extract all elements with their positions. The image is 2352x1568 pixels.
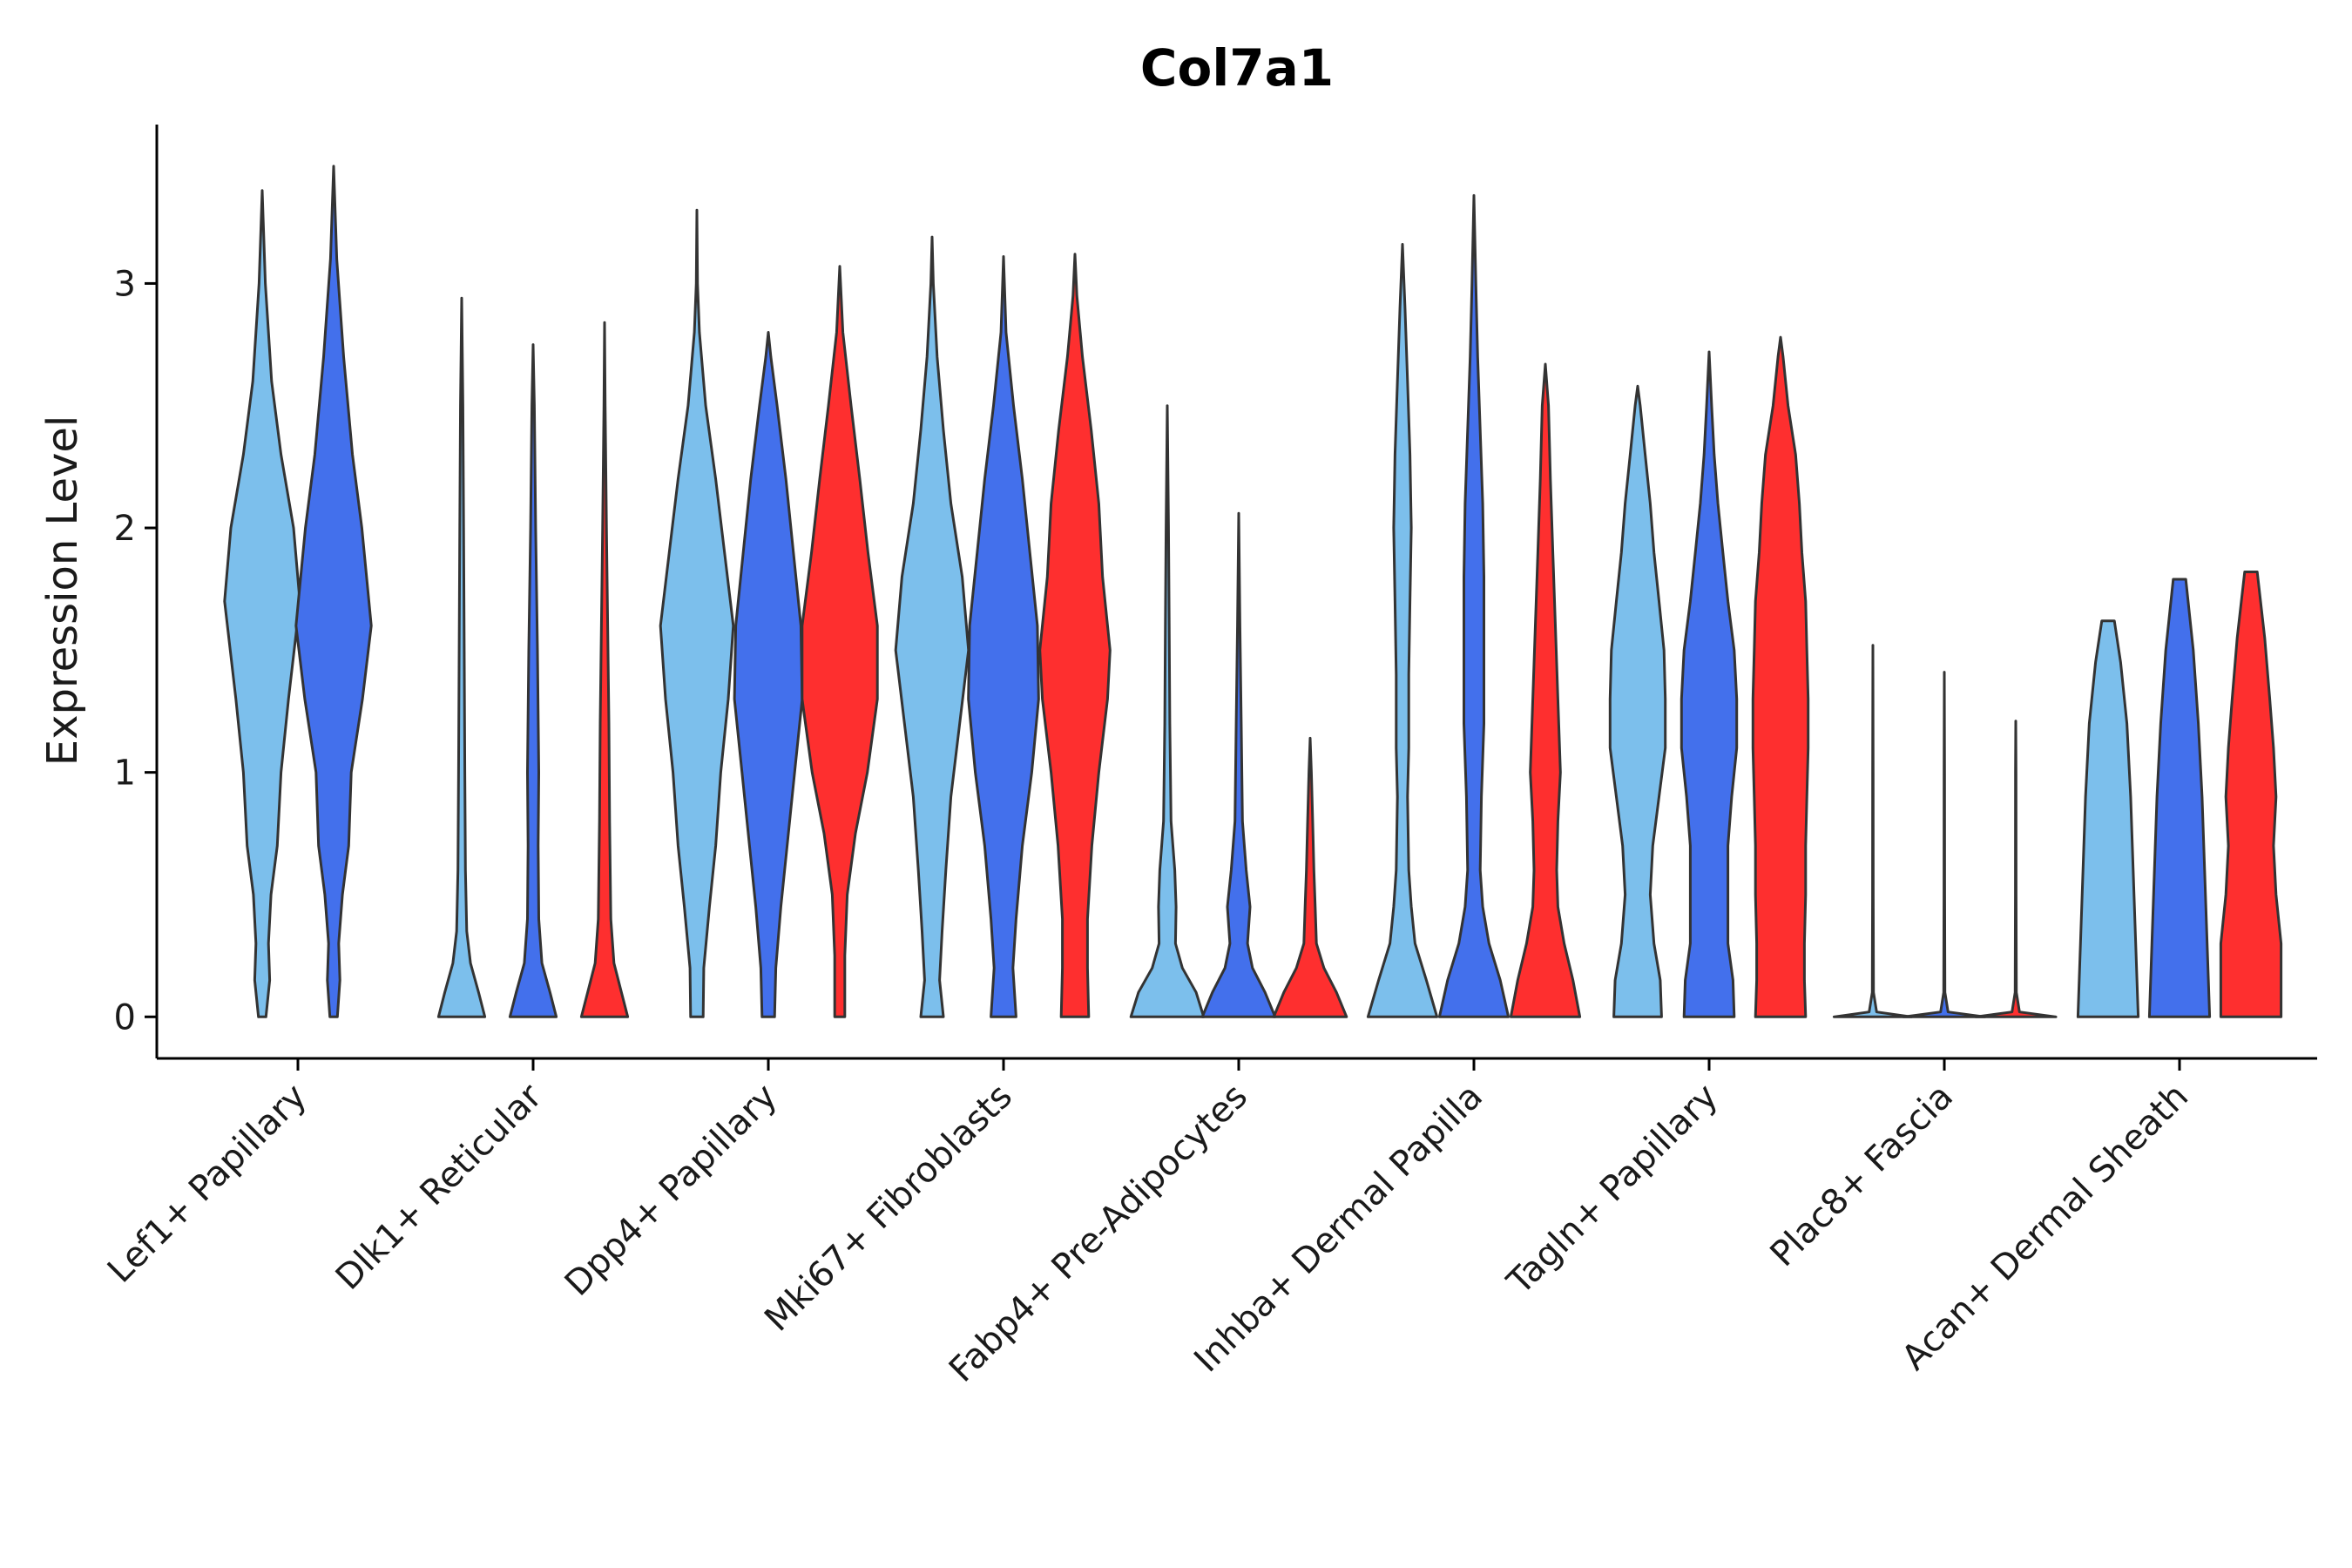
- violin-9-group-2: [2147, 578, 2212, 1018]
- violin-1-group-2: [294, 165, 373, 1018]
- violin-3-group-3: [801, 265, 879, 1018]
- violin-5-group-1: [1129, 404, 1206, 1018]
- violin-1-group-1: [223, 189, 301, 1018]
- y-tick-label: 2: [114, 509, 136, 549]
- violin-5-group-2: [1200, 511, 1277, 1018]
- violin-3-group-2: [733, 331, 804, 1018]
- violin-6-group-2: [1437, 193, 1511, 1018]
- violin-layer: [223, 165, 2283, 1018]
- violin-5-group-3: [1272, 736, 1348, 1018]
- y-tick-label: 1: [114, 754, 136, 794]
- y-axis: 0 1 2 3: [114, 125, 159, 1058]
- violin-8-group-1: [1832, 644, 1914, 1018]
- violin-2-group-1: [436, 296, 487, 1018]
- violin-8-group-2: [1902, 671, 1987, 1018]
- violin-7-group-3: [1751, 335, 1810, 1018]
- y-axis-title: Expression Level: [38, 416, 87, 767]
- violin-4-group-2: [967, 255, 1040, 1018]
- y-tick-label: 3: [114, 264, 136, 304]
- violin-4-group-1: [894, 235, 970, 1018]
- violin-9-group-1: [2076, 619, 2140, 1018]
- violin-2-group-2: [508, 343, 558, 1018]
- chart-title: Col7a1: [1140, 38, 1334, 98]
- violin-7-group-1: [1608, 384, 1667, 1018]
- y-tick-label: 0: [114, 997, 136, 1037]
- violin-9-group-3: [2219, 571, 2283, 1018]
- violin-3-group-1: [659, 208, 735, 1018]
- violin-6-group-1: [1366, 243, 1439, 1018]
- violin-4-group-3: [1038, 253, 1112, 1018]
- violin-6-group-3: [1509, 362, 1582, 1018]
- violin-2-group-3: [579, 321, 630, 1018]
- violin-7-group-2: [1680, 350, 1739, 1018]
- violin-8-group-3: [1974, 720, 2058, 1018]
